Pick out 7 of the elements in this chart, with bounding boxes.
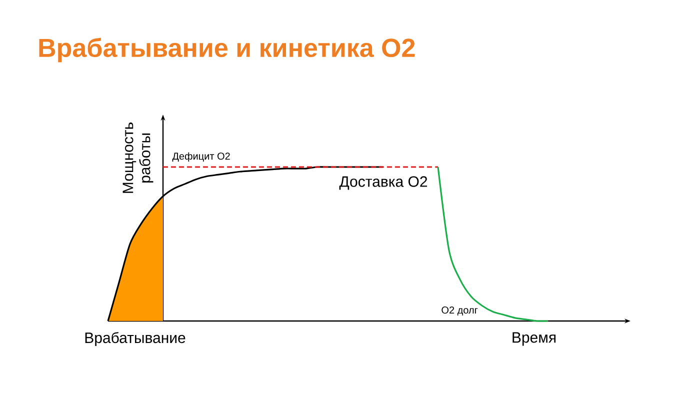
y-axis-title: Мощность работы: [122, 122, 154, 193]
annotation: O2 долг: [442, 306, 478, 316]
text: Дефицит O2: [172, 152, 230, 162]
x-axis-title: Время: [512, 332, 556, 346]
text: Врабатывание: [85, 332, 186, 346]
annotation: Доставка O2: [339, 176, 428, 190]
chart-title: Врабатывание и кинетика O2: [39, 38, 415, 62]
